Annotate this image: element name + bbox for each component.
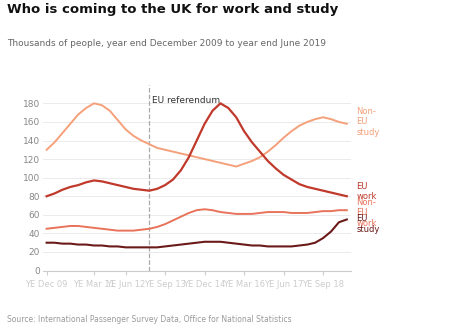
Text: Non-
EU
study: Non- EU study [356,107,380,137]
Text: Who is coming to the UK for work and study: Who is coming to the UK for work and stu… [7,3,338,16]
Text: EU
study: EU study [356,215,380,234]
Text: EU referendum: EU referendum [152,96,220,105]
Text: EU
work: EU work [356,182,377,201]
Text: Thousands of people, year end December 2009 to year end June 2019: Thousands of people, year end December 2… [7,39,326,48]
Text: Non-
EU
work: Non- EU work [356,198,377,228]
Text: Source: International Passenger Survey Data, Office for National Statistics: Source: International Passenger Survey D… [7,315,292,324]
